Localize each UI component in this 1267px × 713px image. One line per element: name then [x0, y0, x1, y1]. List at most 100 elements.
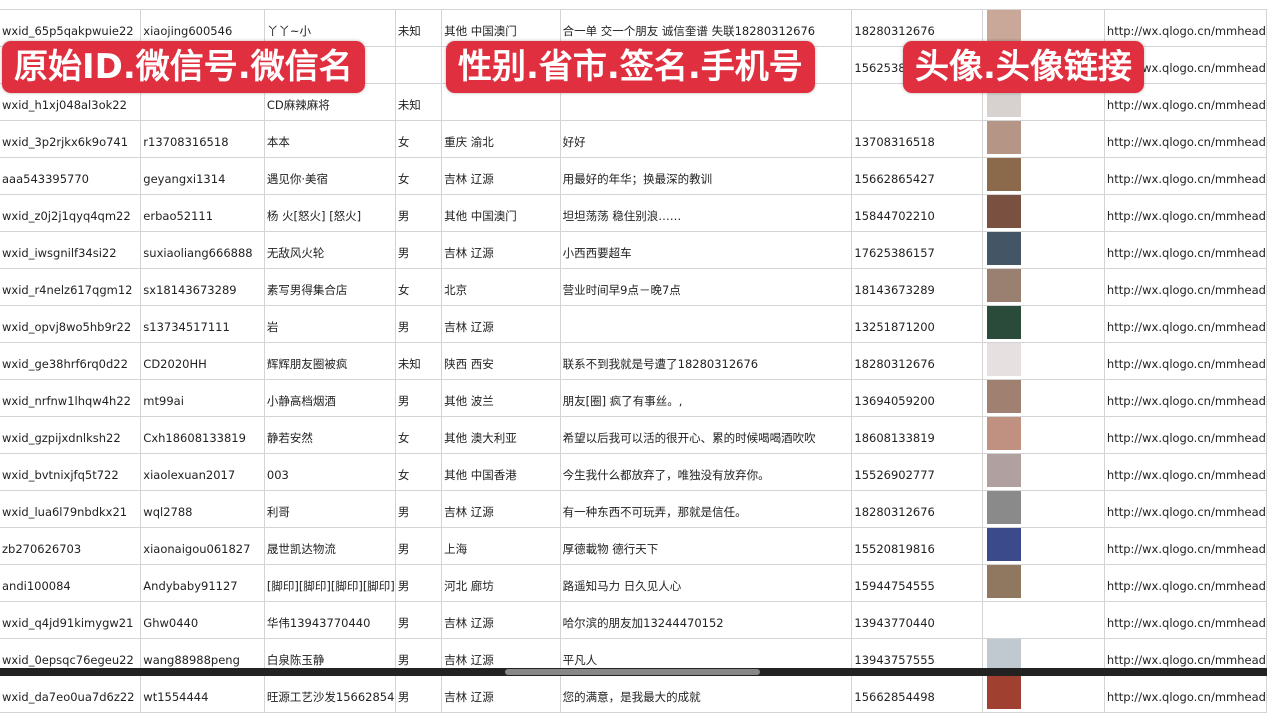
cell-wechat-name[interactable]: 华伟13943770440	[264, 601, 396, 639]
cell-phone[interactable]: 13943770440	[851, 601, 983, 639]
cell-avatar[interactable]	[982, 157, 1105, 195]
cell-wechat-id[interactable]: suxiaoliang666888	[140, 231, 265, 269]
cell-wechat-name[interactable]: 素写男得集合店	[264, 268, 396, 306]
cell-region[interactable]: 陕西 西安	[441, 342, 561, 380]
cell-gender[interactable]: 未知	[395, 83, 443, 121]
cell-original-id[interactable]: wxid_bvtnixjfq5t722	[0, 453, 142, 491]
cell-region[interactable]: 吉林 辽源	[441, 231, 561, 269]
cell-avatar-link[interactable]: http://wx.qlogo.cn/mmhead	[1104, 10, 1267, 47]
cell-wechat-id[interactable]: CD2020HH	[140, 342, 265, 380]
cell-signature[interactable]: 路遥知马力 日久见人心	[560, 564, 853, 602]
cell-wechat-name[interactable]: 本本	[264, 120, 396, 158]
cell-phone[interactable]: 15662854498	[851, 675, 983, 713]
cell-gender[interactable]: 女	[395, 120, 443, 158]
cell-region[interactable]: 河北 廊坊	[441, 564, 561, 602]
cell-wechat-name[interactable]: 利哥	[264, 490, 396, 528]
cell-wechat-id[interactable]: s13734517111	[140, 305, 265, 343]
cell-wechat-id[interactable]: r13708316518	[140, 120, 265, 158]
cell-avatar-link[interactable]: http://wx.qlogo.cn/mmhead	[1104, 268, 1267, 306]
cell-region[interactable]: 重庆 渝北	[441, 120, 561, 158]
cell-avatar-link[interactable]: http://wx.qlogo.cn/mmhead	[1104, 120, 1267, 158]
cell-wechat-name[interactable]: 辉辉朋友圈被疯	[264, 342, 396, 380]
cell-avatar[interactable]	[982, 120, 1105, 158]
cell-signature[interactable]	[560, 305, 853, 343]
cell-gender[interactable]: 未知	[395, 10, 443, 47]
cell-wechat-id[interactable]: xiaonaigou061827	[140, 527, 265, 565]
cell-avatar[interactable]	[982, 490, 1105, 528]
cell-region[interactable]: 其他 波兰	[441, 379, 561, 417]
cell-avatar[interactable]	[982, 416, 1105, 454]
cell-wechat-id[interactable]: Cxh18608133819	[140, 416, 265, 454]
cell-signature[interactable]: 好好	[560, 120, 853, 158]
cell-signature[interactable]: 朋友[圈] 疯了有事丝。,	[560, 379, 853, 417]
cell-wechat-id[interactable]: erbao52111	[140, 194, 265, 232]
cell-wechat-id[interactable]: wt1554444	[140, 675, 265, 713]
cell-avatar[interactable]	[982, 453, 1105, 491]
cell-avatar-link[interactable]: http://wx.qlogo.cn/mmhead	[1104, 342, 1267, 380]
cell-region[interactable]: 上海	[441, 527, 561, 565]
cell-wechat-id[interactable]: sx18143673289	[140, 268, 265, 306]
cell-gender[interactable]: 男	[395, 305, 443, 343]
horizontal-scrollbar[interactable]	[505, 669, 760, 675]
cell-gender[interactable]	[395, 46, 443, 84]
cell-signature[interactable]: 营业时间早9点－晚7点	[560, 268, 853, 306]
cell-signature[interactable]: 哈尔滨的朋友加13244470152	[560, 601, 853, 639]
cell-gender[interactable]: 男	[395, 194, 443, 232]
cell-gender[interactable]: 男	[395, 564, 443, 602]
cell-wechat-name[interactable]: 无敌风火轮	[264, 231, 396, 269]
cell-avatar[interactable]	[982, 231, 1105, 269]
cell-original-id[interactable]: wxid_iwsgnilf34si22	[0, 231, 142, 269]
cell-signature[interactable]: 合一单 交一个朋友 诚信奎谱 失联18280312676	[560, 10, 853, 47]
cell-signature[interactable]: 您的满意，是我最大的成就	[560, 675, 853, 713]
cell-original-id[interactable]: wxid_65p5qakpwuie22	[0, 10, 142, 47]
cell-original-id[interactable]: wxid_z0j2j1qyq4qm22	[0, 194, 142, 232]
cell-avatar[interactable]	[982, 601, 1105, 639]
cell-region[interactable]: 吉林 辽源	[441, 157, 561, 195]
cell-wechat-id[interactable]: xiaojing600546	[140, 10, 265, 47]
cell-phone[interactable]: 18143673289	[851, 268, 983, 306]
cell-phone[interactable]: 15844702210	[851, 194, 983, 232]
cell-gender[interactable]: 男	[395, 527, 443, 565]
cell-avatar[interactable]	[982, 527, 1105, 565]
cell-region[interactable]: 吉林 辽源	[441, 305, 561, 343]
cell-original-id[interactable]: wxid_opvj8wo5hb9r22	[0, 305, 142, 343]
cell-wechat-id[interactable]: Ghw0440	[140, 601, 265, 639]
cell-wechat-name[interactable]: 杨 火[怒火] [怒火]	[264, 194, 396, 232]
cell-original-id[interactable]: wxid_q4jd91kimygw21	[0, 601, 142, 639]
cell-gender[interactable]: 男	[395, 601, 443, 639]
cell-avatar-link[interactable]: http://wx.qlogo.cn/mmhead	[1104, 305, 1267, 343]
cell-avatar[interactable]	[982, 564, 1105, 602]
cell-wechat-name[interactable]: 003	[264, 453, 396, 491]
cell-gender[interactable]: 女	[395, 157, 443, 195]
cell-avatar-link[interactable]: http://wx.qlogo.cn/mmhead	[1104, 453, 1267, 491]
cell-wechat-name[interactable]: 静若安然	[264, 416, 396, 454]
cell-gender[interactable]: 男	[395, 490, 443, 528]
cell-signature[interactable]: 厚德載物 德行天下	[560, 527, 853, 565]
cell-signature[interactable]: 坦坦荡荡 稳住别浪……	[560, 194, 853, 232]
cell-signature[interactable]: 希望以后我可以活的很开心、累的时候喝喝酒吹吹	[560, 416, 853, 454]
cell-original-id[interactable]: wxid_3p2rjkx6k9o741	[0, 120, 142, 158]
cell-wechat-name[interactable]: [脚印][脚印][脚印][脚印]	[264, 564, 396, 602]
cell-wechat-name[interactable]: 旺源工艺沙发15662854	[264, 675, 396, 713]
cell-original-id[interactable]: andi100084	[0, 564, 142, 602]
cell-phone[interactable]: 15520819816	[851, 527, 983, 565]
cell-wechat-id[interactable]: xiaolexuan2017	[140, 453, 265, 491]
cell-region[interactable]: 吉林 辽源	[441, 601, 561, 639]
cell-wechat-id[interactable]: mt99ai	[140, 379, 265, 417]
cell-phone[interactable]: 15526902777	[851, 453, 983, 491]
cell-gender[interactable]: 男	[395, 675, 443, 713]
cell-wechat-name[interactable]: 晟世凯达物流	[264, 527, 396, 565]
cell-signature[interactable]: 小西西要超车	[560, 231, 853, 269]
cell-wechat-id[interactable]: Andybaby91127	[140, 564, 265, 602]
cell-region[interactable]: 其他 中国澳门	[441, 194, 561, 232]
cell-original-id[interactable]: zb270626703	[0, 527, 142, 565]
cell-original-id[interactable]: wxid_gzpijxdnlksh22	[0, 416, 142, 454]
cell-signature[interactable]: 有一种东西不可玩弄，那就是信任。	[560, 490, 853, 528]
cell-gender[interactable]: 男	[395, 379, 443, 417]
cell-original-id[interactable]: wxid_ge38hrf6rq0d22	[0, 342, 142, 380]
cell-wechat-name[interactable]: 小静高档烟酒	[264, 379, 396, 417]
cell-avatar[interactable]	[982, 379, 1105, 417]
cell-avatar-link[interactable]: http://wx.qlogo.cn/mmhead	[1104, 527, 1267, 565]
cell-gender[interactable]: 女	[395, 453, 443, 491]
cell-phone[interactable]: 17625386157	[851, 231, 983, 269]
